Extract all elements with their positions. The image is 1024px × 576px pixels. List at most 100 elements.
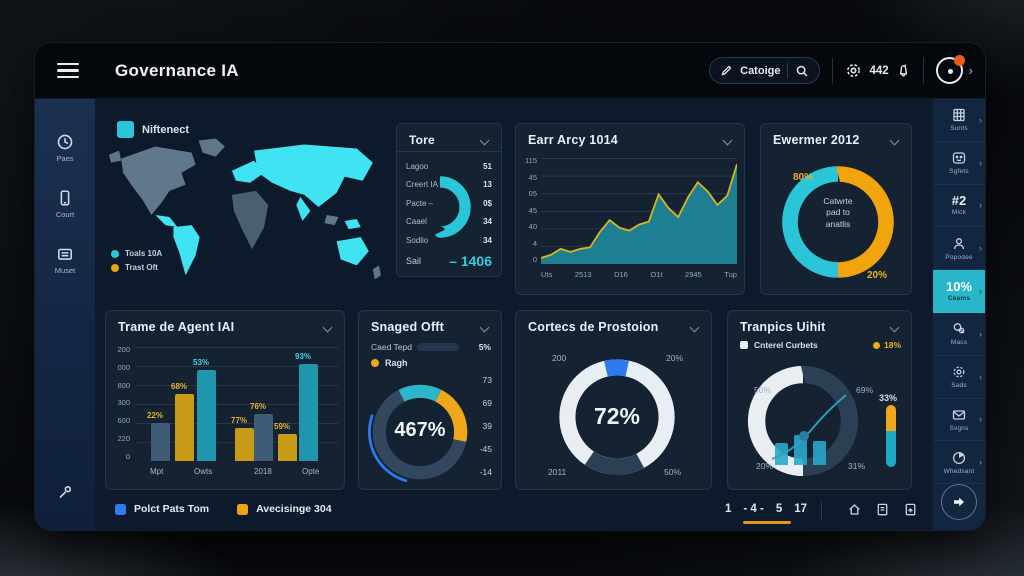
chevron-right-icon: › [979, 157, 982, 168]
sidebar-item-label: Popodee [945, 253, 973, 261]
chevron-right-icon: › [979, 371, 982, 382]
person-icon [953, 237, 965, 249]
chevron-right-icon[interactable]: › [968, 63, 973, 78]
page-1[interactable]: 1 [725, 503, 732, 515]
stat-row: Pacte –0$ [406, 198, 492, 208]
gauge-scale-values: 73 69 39 -45 -14 [479, 375, 492, 477]
footer-divider [821, 501, 822, 521]
sidebar-item-macs[interactable]: Macs › [933, 313, 985, 356]
area-chart-plot [541, 158, 737, 264]
stat-total-row: Sail – 1406 [406, 252, 492, 269]
gear-icon[interactable] [845, 62, 862, 79]
home-icon[interactable] [847, 502, 862, 517]
chevron-right-icon: › [979, 457, 982, 468]
legend-label: Avecisinge 304 [256, 503, 332, 515]
search-icon[interactable] [795, 64, 809, 78]
legend-item: Toals 10A [111, 249, 162, 258]
search-value: Catoige [740, 64, 781, 77]
sidebar-item-sunts[interactable]: Sunts › [933, 99, 985, 142]
sidebar-item-svgns[interactable]: Svgns › [933, 399, 985, 442]
arrow-right-icon [954, 497, 964, 507]
orange-dot [371, 359, 379, 367]
search-circles-icon [953, 323, 965, 334]
search-divider [787, 63, 789, 78]
gear-icon [953, 366, 965, 378]
sidebar-item-muset[interactable]: Muset [55, 245, 75, 275]
stat-row: Creert IA 13 [406, 180, 492, 190]
sidebar-item-whedsant[interactable]: Whedsant › [933, 441, 985, 485]
sidebar-item-label: Court [55, 210, 75, 219]
document-icon[interactable] [875, 502, 890, 517]
chevron-right-icon: › [979, 114, 982, 125]
stat-row: Caed Tepd 5% [371, 342, 491, 352]
legend-label: Toals 10A [125, 249, 163, 258]
stacked-mini-bar [886, 405, 896, 467]
panel-title: Snaged Offt [371, 320, 445, 334]
chevron-down-icon[interactable] [479, 322, 490, 332]
sidebar-item-paes[interactable]: Paes [56, 133, 74, 163]
donut-center-text: Catwrte pad to anatlis [823, 196, 853, 229]
orange-dot [872, 341, 880, 349]
legend-percent: 18% [883, 340, 901, 350]
x-tick: Owts [194, 467, 213, 476]
donut-center-value: 72% [593, 403, 641, 429]
pct-label-right: 20% [867, 270, 888, 281]
stat-row: Caael 34 [406, 217, 492, 227]
sidebar-item-label: Sads [951, 382, 967, 390]
chevron-down-icon[interactable] [479, 135, 490, 145]
corner-label: 69% [856, 385, 874, 395]
legend-label: Cnterel Curbets [754, 340, 818, 350]
sidebar-item-label: Whedsant [943, 467, 975, 475]
bell-icon[interactable] [896, 63, 911, 78]
legend-label: Trast Oft [125, 263, 158, 272]
corner-label: 20% [666, 353, 684, 363]
sidebar-item-sgfets[interactable]: Sgfets › [933, 142, 985, 185]
document-arrow-icon[interactable] [903, 502, 918, 517]
wrench-icon[interactable] [57, 484, 73, 500]
pen-icon [721, 65, 732, 76]
y-axis-ticks: 200 000 800 300 600 220 0 [117, 345, 130, 461]
panel-tranpics: Tranpics Uihit Cnterel Curbets 18% [727, 310, 912, 490]
footer-legend: Polct Pats Tom Avecisinge 304 [115, 503, 332, 515]
page-4-current[interactable]: - 4 - [743, 503, 764, 515]
sidebar-item-mick[interactable]: #2 Mick › [933, 185, 985, 228]
grid-icon [953, 109, 965, 122]
sidebar-item-sads[interactable]: Sads › [933, 356, 985, 399]
legend-row: Cnterel Curbets 18% [728, 338, 911, 350]
avatar[interactable] [935, 55, 965, 84]
chevron-right-icon: › [979, 414, 982, 425]
corner-label: 31% [848, 461, 866, 471]
sidebar-item-label: Sgfets [949, 168, 969, 176]
chevron-down-icon[interactable] [889, 322, 900, 332]
sidebar-item-court[interactable]: Court [56, 189, 74, 219]
pct-label-left: 80% [793, 172, 814, 183]
area-chart [541, 163, 737, 264]
sidebar-item-popodee[interactable]: Popodee › [933, 227, 985, 271]
search-input[interactable]: Catoige [709, 57, 821, 84]
phone-icon [60, 190, 70, 206]
page-5[interactable]: 5 [775, 503, 783, 515]
legend-item: Trast Oft [111, 263, 162, 272]
sidebar-item-ceams-active[interactable]: 10% Ceams › [933, 270, 985, 313]
map-legend-tag: Niftenect [117, 121, 189, 138]
sidebar-item-label: Macs [950, 339, 968, 347]
pie-icon [952, 451, 966, 464]
page-17[interactable]: 17 [794, 503, 808, 515]
blue-swatch [115, 503, 126, 515]
panel-cortecs: Cortecs de Prostoion 72% 200 20% 2011 50… [515, 310, 712, 490]
side-percent: 33% [878, 393, 897, 403]
next-arrow-button[interactable] [941, 484, 977, 520]
map-legend: Toals 10A Trast Oft [111, 249, 162, 272]
gauge-chart [365, 377, 475, 487]
header-divider-2 [922, 57, 924, 84]
chevron-down-icon[interactable] [322, 322, 333, 332]
chevron-down-icon[interactable] [722, 135, 733, 145]
notification-dot [953, 55, 965, 66]
chevron-down-icon[interactable] [889, 135, 900, 145]
chevron-down-icon[interactable] [689, 322, 700, 332]
hamburger-menu-icon[interactable] [57, 59, 79, 83]
header-divider [832, 57, 834, 84]
notification-count: 442 [869, 64, 889, 77]
total-value: – 1406 [449, 252, 492, 269]
